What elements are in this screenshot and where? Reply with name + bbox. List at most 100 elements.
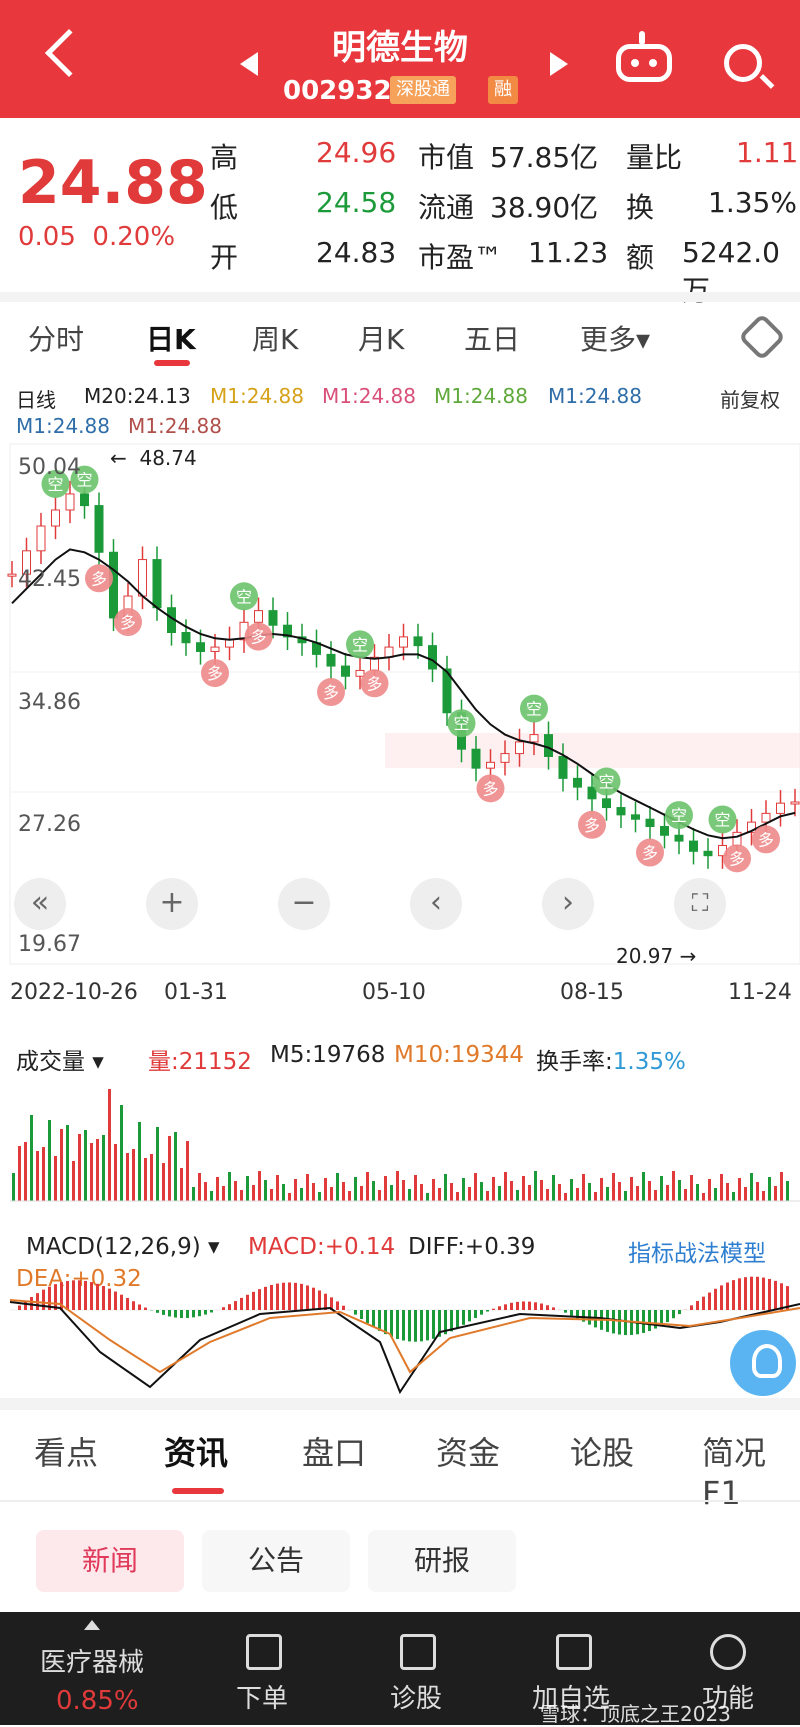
- macd-bar: [702, 1297, 705, 1310]
- signal-label: 多: [729, 849, 745, 868]
- candle: [704, 851, 712, 855]
- next-stock-icon[interactable]: [550, 52, 568, 76]
- volume-bar: [180, 1168, 183, 1201]
- fullscreen-icon[interactable]: ⛶: [674, 878, 726, 930]
- signal-label: 空: [671, 806, 687, 825]
- candle: [37, 526, 45, 551]
- volume-bar: [588, 1183, 591, 1201]
- price-change: 0.05 0.20%: [18, 222, 175, 252]
- candle: [429, 646, 437, 669]
- macd-bar: [132, 1301, 135, 1310]
- macd-bar: [714, 1289, 717, 1310]
- signal-label: 空: [526, 700, 542, 719]
- macd-bar: [24, 1301, 27, 1310]
- candle: [8, 574, 16, 576]
- tab-capital[interactable]: 资金: [436, 1428, 500, 1474]
- volume-bar: [348, 1191, 351, 1201]
- macd-bar: [108, 1289, 111, 1310]
- macd-bar: [732, 1280, 735, 1310]
- add-watchlist-icon[interactable]: [556, 1634, 592, 1670]
- volume-chart: [0, 1076, 800, 1206]
- volume-bar: [456, 1192, 459, 1201]
- ma1-blue-2: M1:24.88: [16, 414, 110, 438]
- macd-bar: [756, 1277, 759, 1310]
- nav-order[interactable]: 下单: [236, 1678, 288, 1715]
- tab-order-book[interactable]: 盘口: [302, 1428, 366, 1474]
- robot-assistant-icon[interactable]: [616, 44, 672, 82]
- search-icon[interactable]: [724, 44, 762, 82]
- volume-bar: [744, 1187, 747, 1201]
- candle: [516, 742, 524, 754]
- sector-change: 0.85%: [56, 1686, 139, 1716]
- subtab-news[interactable]: 新闻: [36, 1530, 184, 1592]
- macd-bar: [162, 1310, 165, 1315]
- macd-bar: [312, 1288, 315, 1310]
- current-price: 24.88: [18, 148, 208, 218]
- lightbulb-tip-icon[interactable]: [730, 1330, 796, 1396]
- zoom-out-icon[interactable]: −: [278, 878, 330, 930]
- macd-bar: [18, 1306, 21, 1310]
- y-tick: 34.86: [18, 690, 81, 715]
- stock-code: 002932: [283, 76, 392, 106]
- tab-discussion[interactable]: 论股: [570, 1428, 634, 1474]
- step-left-icon[interactable]: ‹: [410, 878, 462, 930]
- volume-bar: [714, 1188, 717, 1201]
- zoom-in-icon[interactable]: +: [146, 878, 198, 930]
- order-icon[interactable]: [246, 1634, 282, 1670]
- info-tabs: 看点 资讯 盘口 资金 论股 简况F1: [0, 1410, 800, 1500]
- sector-name[interactable]: 医疗器械: [40, 1642, 144, 1679]
- x-tick: 11-24: [728, 980, 792, 1005]
- volume-bar: [90, 1143, 93, 1201]
- adjust-mode-button[interactable]: 前复权: [720, 384, 780, 413]
- tab-five-day[interactable]: 五日: [464, 318, 520, 358]
- macd-bar: [264, 1287, 267, 1310]
- volume-selector[interactable]: 成交量 ▾: [16, 1042, 104, 1076]
- macd-bar: [252, 1292, 255, 1310]
- ma1-pink: M1:24.88: [322, 384, 416, 408]
- volume-bar: [258, 1171, 261, 1201]
- volume-bar: [270, 1189, 273, 1201]
- subtab-announcements[interactable]: 公告: [202, 1530, 350, 1592]
- macd-bar: [144, 1308, 147, 1310]
- volume-bar: [186, 1141, 189, 1201]
- tab-intraday[interactable]: 分时: [28, 318, 84, 358]
- candle: [661, 827, 669, 836]
- volume-bar: [330, 1187, 333, 1201]
- volume-bar: [318, 1192, 321, 1201]
- volume-bar: [282, 1184, 285, 1201]
- volume-bar: [468, 1187, 471, 1201]
- macd-bar: [120, 1295, 123, 1310]
- volume-bar: [666, 1185, 669, 1201]
- diagnose-icon[interactable]: [400, 1634, 436, 1670]
- tab-highlights[interactable]: 看点: [34, 1428, 98, 1474]
- candle: [574, 778, 582, 787]
- volume-bar: [150, 1154, 153, 1201]
- tab-weekly-k[interactable]: 周K: [252, 318, 298, 358]
- tab-news-info[interactable]: 资讯: [164, 1428, 228, 1474]
- volume-bar: [480, 1182, 483, 1201]
- nav-diagnose[interactable]: 诊股: [390, 1678, 442, 1715]
- tab-more[interactable]: 更多▾: [580, 318, 650, 358]
- volume-bar: [402, 1180, 405, 1201]
- menu-icon[interactable]: [710, 1634, 746, 1670]
- volume-bar: [504, 1172, 507, 1201]
- tab-daily-k[interactable]: 日K: [146, 318, 196, 358]
- candle: [255, 611, 263, 623]
- volume-bar: [240, 1190, 243, 1201]
- scroll-left-icon[interactable]: «: [14, 878, 66, 930]
- ma1-brown: M1:24.88: [128, 414, 222, 438]
- settings-hex-icon[interactable]: [738, 313, 786, 361]
- macd-bar: [486, 1310, 489, 1312]
- signal-label: 多: [207, 664, 223, 683]
- step-right-icon[interactable]: ›: [542, 878, 594, 930]
- macd-bar: [780, 1283, 783, 1310]
- period-tabs: 分时 日K 周K 月K 五日 更多▾: [0, 306, 800, 366]
- divider: [0, 1398, 800, 1410]
- volume-bar: [690, 1175, 693, 1201]
- candle: [487, 762, 495, 768]
- macd-bar: [480, 1310, 483, 1315]
- signal-label: 多: [642, 844, 658, 863]
- subtab-research[interactable]: 研报: [368, 1530, 516, 1592]
- tab-monthly-k[interactable]: 月K: [358, 318, 404, 358]
- volume-bar: [768, 1177, 771, 1201]
